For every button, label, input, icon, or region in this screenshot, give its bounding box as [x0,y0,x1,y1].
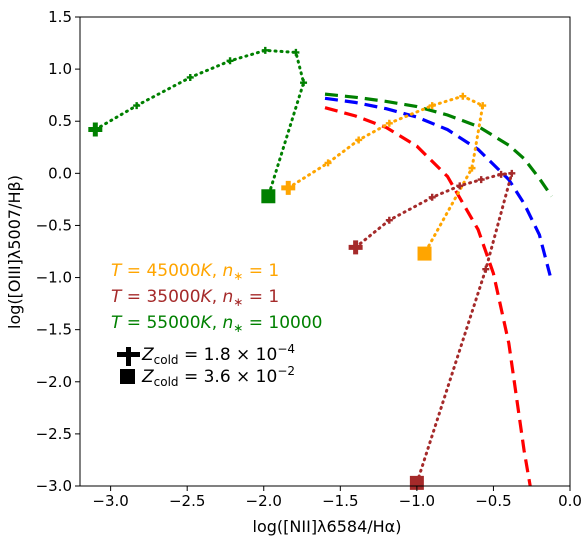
series-group [281,92,487,261]
x-axis-label: log([NII]λ6584/Hα) [253,517,402,536]
end-square-marker [417,246,432,261]
y-tick-label: 0.0 [48,164,72,182]
legend-entry-brown: T = 35000K, n∗ = 1 [111,287,279,309]
data-point [133,102,141,110]
data-point [186,73,194,81]
data-point [428,102,436,110]
data-point [355,136,363,144]
series-group [88,46,308,204]
start-plus-marker [88,122,103,137]
plot-frame [79,16,571,487]
legend-zcold-plus: Zcold = 1.8 × 10−4 [141,342,295,367]
x-tick-label: −3.0 [92,492,128,510]
legend-entry-orange: T = 45000K, n∗ = 1 [111,261,279,283]
reference-curves [324,92,553,487]
y-tick-label: −1.0 [36,269,72,287]
data-point [385,119,393,127]
legend-entry-green: T = 55000K, n∗ = 10000 [111,313,322,335]
y-tick-label: 1.0 [48,60,72,78]
data-point [292,48,300,56]
data-point [324,159,332,167]
reference-curve [324,106,532,487]
data-point [226,57,234,65]
data-point [459,92,467,100]
y-tick-label: −0.5 [36,216,72,234]
y-tick-label: −3.0 [36,477,72,495]
x-tick-label: −1.5 [322,492,358,510]
y-axis-label: log([OIII]λ5007/Hβ) [5,175,24,329]
series-line [354,171,514,485]
y-tick-label: −2.5 [36,425,72,443]
data-point [385,216,393,224]
data-point [468,164,476,172]
series-line [286,94,485,256]
start-plus-marker [281,180,296,195]
y-tick-label: −1.5 [36,321,72,339]
end-square-marker [261,189,276,204]
data-point [482,265,490,273]
x-tick-label: −2.5 [169,492,205,510]
data-point [497,170,505,178]
axis-ticks: −3.0 −2.5 −2.0 −1.5 −1.0 −0.5 0.0 −3.0 −2.5 −2.0 −… [36,8,582,510]
data-point [428,193,436,201]
series-group [348,169,516,490]
start-plus-marker [348,240,363,255]
legend: T = 45000K, n∗ = 1 T = 35000K, n∗ = 1 T … [111,261,322,389]
y-tick-label: 0.5 [48,112,72,130]
data-point [456,182,464,190]
legend-square-marker [120,369,135,384]
x-tick-label: −0.5 [475,492,511,510]
x-tick-label: −2.0 [246,492,282,510]
legend-zcold-square: Zcold = 3.6 × 10−2 [141,364,295,389]
x-tick-label: −1.0 [399,492,435,510]
reference-curve [324,92,553,198]
data-point [477,176,485,184]
data-point [479,102,487,110]
data-point [508,169,516,177]
data-point [300,79,308,87]
legend-plus-marker [117,347,140,366]
reference-curve [324,96,552,276]
data-point [261,46,269,54]
x-tick-label: 0.0 [558,492,582,510]
series-line [93,48,306,198]
y-tick-label: 1.5 [48,8,72,26]
y-tick-label: −2.0 [36,373,72,391]
